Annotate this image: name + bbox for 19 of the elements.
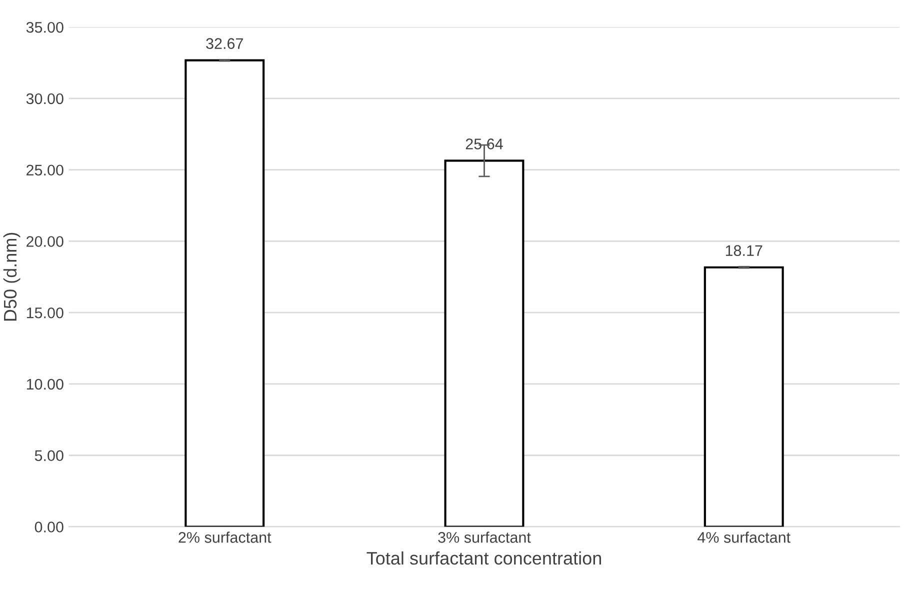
y-tick-label: 35.00 (26, 22, 64, 33)
y-tick-label: 20.00 (26, 236, 64, 247)
y-axis-title: D50 (d.nm) (3, 232, 20, 321)
x-axis-title: Total surfactant concentration (366, 551, 602, 565)
x-tick-label: 4% surfactant (698, 532, 790, 543)
y-tick-label: 10.00 (26, 378, 64, 390)
data-label: 32.67 (206, 38, 243, 49)
bar (704, 266, 784, 527)
x-tick-label: 2% surfactant (178, 532, 272, 543)
y-tick-label: 15.00 (26, 307, 64, 318)
data-label: 18.17 (726, 245, 762, 256)
x-tick-label: 3% surfactant (438, 532, 531, 543)
y-tick-label: 0.00 (34, 522, 64, 532)
bar (184, 59, 265, 527)
y-tick-label: 25.00 (26, 164, 64, 176)
y-tick-label: 30.00 (26, 93, 64, 104)
data-label: 25.64 (466, 138, 503, 150)
bar (444, 160, 524, 527)
y-tick-label: 5.00 (34, 450, 64, 462)
